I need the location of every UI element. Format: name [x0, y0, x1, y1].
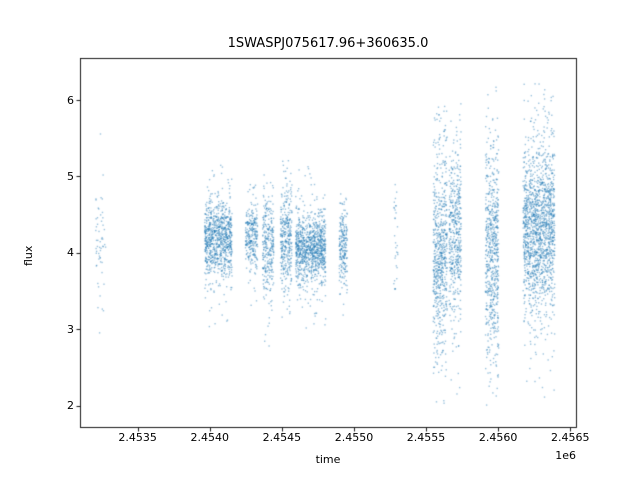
x-tick-label: 2.4540 — [190, 431, 230, 444]
y-tick-label: 4 — [67, 246, 74, 260]
y-tick-label: 6 — [67, 93, 74, 107]
x-tick-label: 2.4560 — [478, 431, 518, 444]
x-axis-offset-label: 1e6 — [555, 449, 576, 462]
y-tick-label: 2 — [67, 399, 74, 413]
x-tick-label: 2.4545 — [262, 431, 302, 444]
x-tick-label: 2.4555 — [406, 431, 446, 444]
y-tick-label: 3 — [67, 322, 74, 336]
x-tick-label: 2.4550 — [334, 431, 374, 444]
y-tick-label: 5 — [67, 169, 74, 183]
x-tick-label: 2.4535 — [118, 431, 157, 444]
y-axis-label: flux — [22, 245, 35, 266]
x-axis-label: time — [315, 453, 341, 466]
x-tick-label: 2.4565 — [550, 431, 590, 444]
chart-title: 1SWASPJ075617.96+360635.0 — [227, 36, 429, 51]
